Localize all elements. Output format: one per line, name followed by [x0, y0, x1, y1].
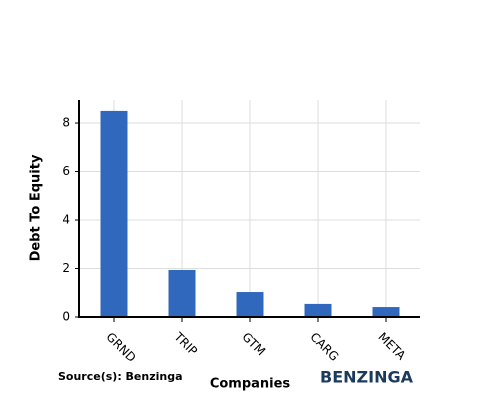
- brand-logo: BENZINGA: [320, 368, 414, 387]
- y-tick-label: 4: [62, 213, 70, 227]
- x-tick-label: CARG: [307, 330, 341, 364]
- y-tick-label: 8: [62, 116, 70, 130]
- x-tick-label: GRND: [103, 330, 138, 365]
- source-note: Source(s): Benzinga: [58, 370, 183, 383]
- x-axis-label: Companies: [210, 377, 291, 392]
- y-tick-label: 2: [62, 261, 70, 275]
- bar: [236, 292, 264, 317]
- bar: [372, 307, 400, 317]
- bar: [100, 110, 128, 317]
- x-tick-label: GTM: [239, 330, 268, 359]
- y-tick-label: 6: [62, 164, 70, 178]
- y-tick-label: 0: [62, 310, 70, 324]
- y-axis-label: Debt To Equity: [29, 154, 44, 261]
- x-tick-label: TRIP: [171, 329, 200, 358]
- bar: [304, 303, 332, 317]
- bar: [168, 269, 196, 317]
- x-tick-label: META: [375, 330, 408, 363]
